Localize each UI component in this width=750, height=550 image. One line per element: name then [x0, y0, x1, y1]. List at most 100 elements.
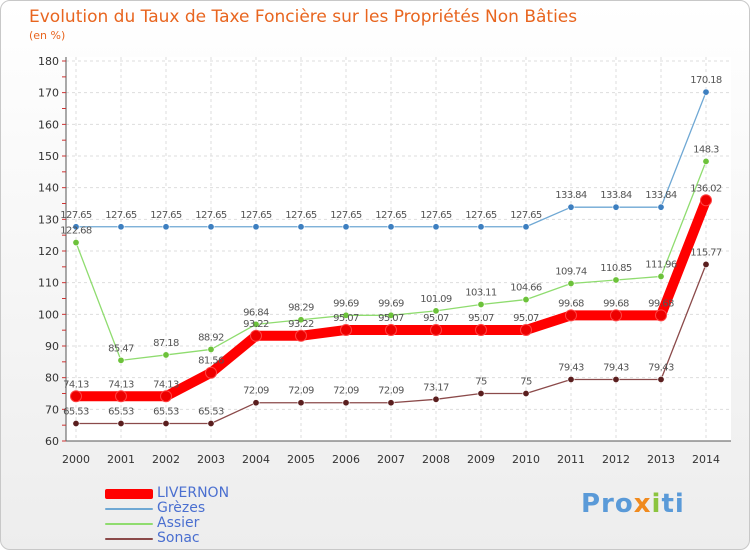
chart-title: Evolution du Taux de Taxe Foncière sur l…: [29, 7, 578, 27]
data-label: 75: [475, 377, 487, 388]
data-label: 122.68: [60, 226, 92, 237]
plot-area: [66, 57, 731, 441]
x-tick-label: 2014: [692, 453, 720, 466]
y-tick-label: 80: [45, 372, 59, 385]
data-point: [610, 309, 622, 322]
data-label: 127.65: [285, 210, 317, 221]
data-point: [70, 390, 82, 403]
data-label: 127.65: [465, 210, 497, 221]
data-point: [657, 203, 665, 211]
x-tick-label: 2000: [62, 453, 90, 466]
data-point: [387, 399, 395, 407]
data-label: 72.09: [333, 386, 359, 397]
data-label: 95.07: [333, 313, 359, 324]
y-tick-label: 70: [45, 403, 59, 416]
data-label: 72.09: [288, 386, 314, 397]
data-point: [477, 300, 485, 308]
data-point: [385, 323, 397, 336]
x-tick-label: 2006: [332, 453, 360, 466]
data-label: 93.22: [288, 319, 314, 330]
data-label: 148.3: [693, 144, 719, 155]
data-label: 127.65: [420, 210, 452, 221]
data-point: [430, 323, 442, 336]
data-label: 170.18: [690, 75, 722, 86]
data-label: 127.65: [240, 210, 272, 221]
data-label: 72.09: [378, 386, 404, 397]
data-point: [117, 419, 125, 427]
legend-label: Assier: [157, 515, 200, 531]
data-label: 75: [520, 377, 532, 388]
data-label: 115.77: [690, 247, 722, 258]
data-label: 133.84: [555, 190, 587, 201]
data-label: 74.13: [153, 379, 179, 390]
data-label: 127.65: [195, 210, 227, 221]
data-point: [477, 389, 485, 397]
data-label: 72.09: [243, 386, 269, 397]
data-point: [432, 307, 440, 315]
data-label: 99.69: [333, 298, 359, 309]
data-point: [160, 390, 172, 403]
y-tick-label: 90: [45, 340, 59, 353]
data-label: 65.53: [108, 406, 134, 417]
data-point: [702, 260, 710, 268]
data-label: 74.13: [63, 379, 89, 390]
data-point: [342, 311, 350, 319]
y-tick-label: 120: [38, 245, 59, 258]
data-point: [432, 223, 440, 231]
data-label: 79.43: [603, 362, 629, 373]
data-point: [72, 223, 80, 231]
data-point: [162, 419, 170, 427]
data-point: [702, 88, 710, 96]
x-tick-label: 2005: [287, 453, 315, 466]
data-label: 65.53: [63, 406, 89, 417]
x-tick-label: 2009: [467, 453, 495, 466]
x-tick-label: 2010: [512, 453, 540, 466]
data-label: 85.47: [108, 343, 134, 354]
data-point: [475, 323, 487, 336]
data-label: 99.69: [378, 298, 404, 309]
data-label: 127.65: [330, 210, 362, 221]
data-point: [567, 203, 575, 211]
legend-swatch: [105, 522, 153, 525]
data-point: [387, 223, 395, 231]
data-label: 99.68: [558, 298, 584, 309]
data-label: 136.02: [690, 183, 722, 194]
data-point: [342, 223, 350, 231]
data-label: 93.22: [243, 319, 269, 330]
data-point: [432, 395, 440, 403]
data-point: [72, 239, 80, 247]
data-label: 104.66: [510, 283, 542, 294]
data-point: [565, 309, 577, 322]
data-point: [387, 311, 395, 319]
data-label: 127.65: [510, 210, 542, 221]
data-label: 73.17: [423, 382, 449, 393]
data-point: [612, 375, 620, 383]
legend-item: Grèzes: [105, 501, 229, 516]
data-point: [657, 272, 665, 280]
data-label: 95.07: [423, 313, 449, 324]
data-point: [207, 345, 215, 353]
data-label: 79.43: [648, 362, 674, 373]
data-point: [297, 223, 305, 231]
data-label: 95.07: [513, 313, 539, 324]
data-label: 127.65: [105, 210, 137, 221]
data-point: [477, 223, 485, 231]
data-point: [655, 309, 667, 322]
data-point: [340, 323, 352, 336]
data-label: 81.56: [198, 356, 224, 367]
legend-item: Sonac: [105, 531, 229, 546]
legend-label: LIVERNON: [157, 485, 230, 501]
data-label: 99.68: [603, 298, 629, 309]
data-point: [702, 157, 710, 165]
data-point: [205, 366, 217, 379]
legend-swatch: [105, 507, 153, 510]
data-label: 95.07: [468, 313, 494, 324]
data-point: [342, 399, 350, 407]
data-label: 96.84: [243, 307, 269, 318]
data-point: [522, 296, 530, 304]
data-point: [207, 419, 215, 427]
x-tick-label: 2001: [107, 453, 135, 466]
y-tick-label: 160: [38, 118, 59, 131]
